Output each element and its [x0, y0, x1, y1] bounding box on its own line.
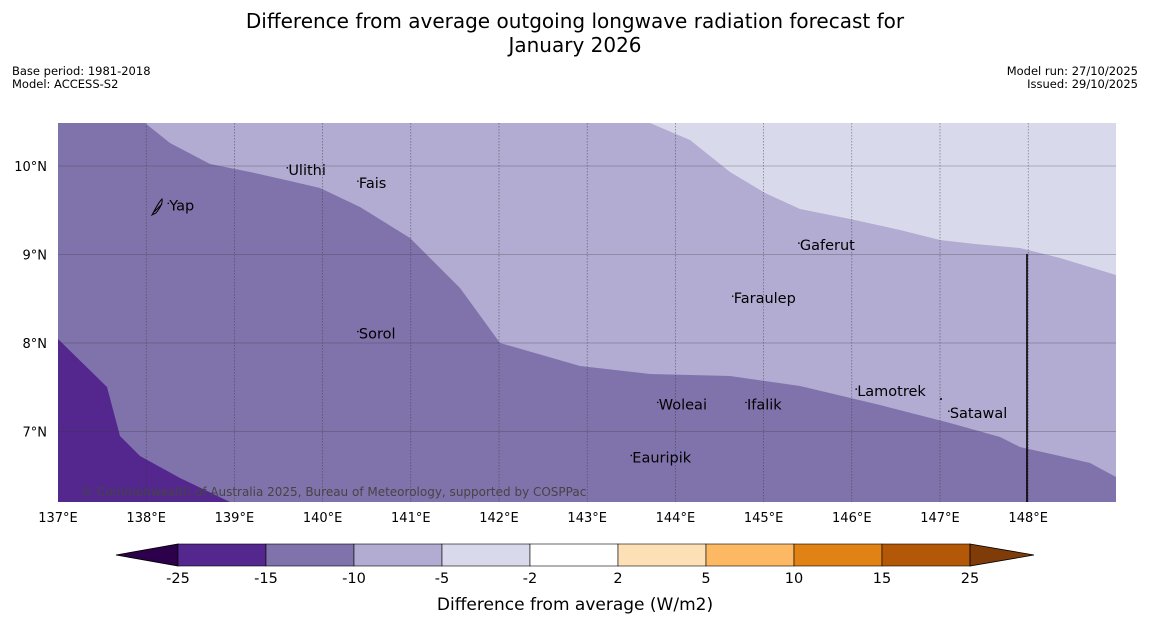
place-label-faraulep: Faraulep [734, 291, 796, 307]
colorbar-tick-label: 25 [961, 571, 979, 587]
place-label-yap: Yap [168, 198, 194, 214]
place-label-eauripik: Eauripik [632, 450, 691, 466]
place-label-sorol: Sorol [359, 327, 396, 343]
lon-tick-label: 137°E [38, 511, 78, 526]
colorbar-tick-label: 10 [785, 571, 803, 587]
colorbar-swatch [617, 543, 707, 567]
contour-band-neg25-neg15 [58, 339, 230, 502]
place-marker [286, 167, 289, 169]
place-marker [855, 388, 858, 390]
lon-tick-label: 146°E [832, 511, 872, 526]
place-labels: Yap Ulithi Fais Gaferut Faraulep Sorol Lamotre… [167, 163, 1007, 466]
colorbar-swatch [705, 543, 795, 567]
colorbar-tick-label: 15 [873, 571, 891, 587]
colorbar-swatch [177, 543, 267, 567]
place-label-satawal: Satawal [950, 406, 1007, 422]
issued-date: Issued: 29/10/2025 [1027, 77, 1138, 91]
axis-tick-labels: 137°E 138°E 139°E 140°E 141°E 142°E 143°E 144°E… [14, 160, 1048, 526]
run-info: Model run: 27/10/2025 Issued: 29/10/2025 [1007, 65, 1138, 91]
place-label-ulithi: Ulithi [288, 163, 326, 179]
place-marker [798, 242, 800, 244]
place-marker [357, 180, 359, 182]
lat-tick-label: 9°N [23, 249, 48, 264]
place-marker [731, 295, 734, 297]
lon-tick-label: 148°E [1008, 511, 1048, 526]
colorbar-tick-label: -15 [254, 571, 278, 587]
colorbar-swatch [353, 543, 443, 567]
place-marker [630, 454, 633, 457]
colorbar-swatch [265, 543, 355, 567]
colorbar-tick-label: -2 [523, 571, 537, 587]
lon-tick-label: 142°E [479, 511, 519, 526]
colorbar-swatch [529, 543, 619, 567]
lon-tick-label: 147°E [920, 511, 960, 526]
lon-tick-label: 144°E [656, 511, 696, 526]
place-marker [167, 202, 170, 205]
colorbar-swatch [441, 543, 531, 567]
colorbar-tick-label: 2 [613, 571, 622, 587]
lon-tick-label: 145°E [744, 511, 784, 526]
colorbar-tick-label: 5 [701, 571, 710, 587]
place-marker [656, 401, 659, 404]
title-line-1: Difference from average outgoing longwav… [245, 9, 905, 33]
colorbar-label: Difference from average (W/m2) [437, 595, 713, 615]
contour-band-neg15-neg10 [58, 123, 1116, 502]
model-name: Model: ACCESS-S2 [12, 77, 119, 91]
place-label-lamotrek: Lamotrek [857, 384, 926, 400]
lon-tick-label: 138°E [126, 511, 166, 526]
place-marker [948, 410, 950, 413]
chart-title: Difference from average outgoing longwav… [0, 9, 1150, 57]
colorbar-swatch [793, 543, 883, 567]
lat-tick-label: 10°N [14, 160, 47, 175]
place-marker [745, 401, 747, 404]
colorbar-tick-label: -25 [166, 571, 190, 587]
colorbar: -25 -15 -10 -5 -2 2 5 10 15 25 [115, 543, 1035, 587]
lon-tick-label: 139°E [215, 511, 255, 526]
title-line-2: January 2026 [508, 33, 642, 57]
lat-tick-label: 7°N [23, 426, 48, 441]
yap-island-outline [150, 198, 163, 217]
lon-tick-label: 140°E [303, 511, 343, 526]
base-info: Base period: 1981-2018 Model: ACCESS-S2 [12, 65, 151, 91]
base-period: Base period: 1981-2018 [12, 64, 151, 78]
copyright-notice: © Commonwealth of Australia 2025, Bureau… [81, 485, 586, 499]
lat-tick-label: 8°N [23, 337, 48, 352]
map-gridlines [58, 123, 1116, 502]
place-label-ifalik: Ifalik [747, 397, 782, 413]
colorbar-tick-label: -5 [435, 571, 449, 587]
colorbar-swatch [881, 543, 971, 567]
island-dot [940, 398, 942, 400]
lon-tick-label: 143°E [567, 511, 607, 526]
place-marker [357, 330, 359, 333]
colorbar-over-arrow [969, 543, 1035, 567]
place-label-fais: Fais [359, 176, 386, 192]
place-label-gaferut: Gaferut [800, 238, 855, 254]
colorbar-tick-label: -10 [342, 571, 366, 587]
colorbar-under-arrow [115, 543, 179, 567]
model-run: Model run: 27/10/2025 [1006, 64, 1138, 78]
place-label-woleai: Woleai [659, 397, 707, 413]
lon-tick-label: 141°E [391, 511, 431, 526]
